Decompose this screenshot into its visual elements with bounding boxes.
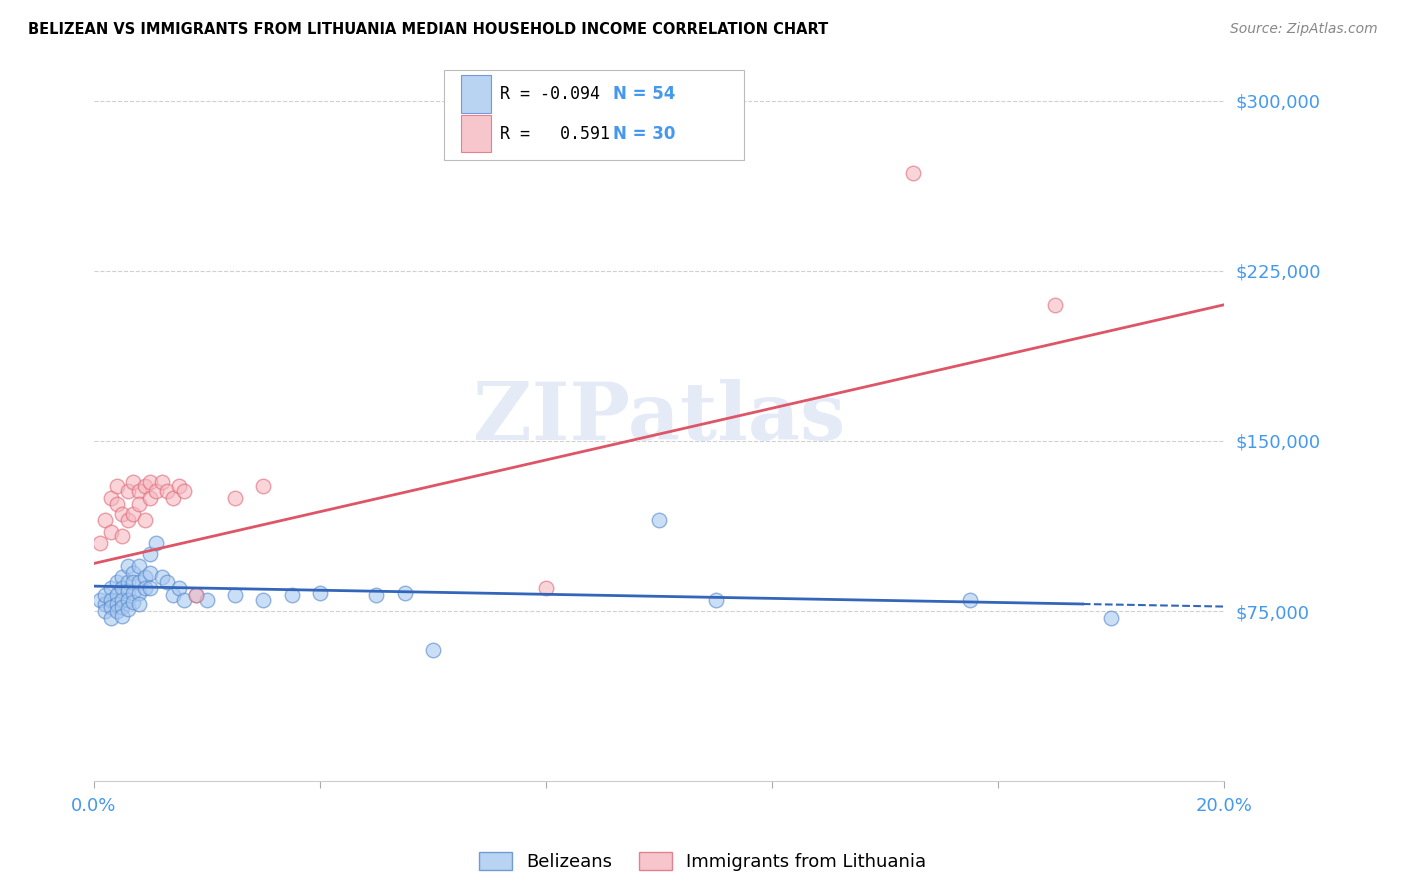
Point — [173, 483, 195, 498]
FancyBboxPatch shape — [461, 115, 491, 153]
Point — [162, 588, 184, 602]
Point — [111, 582, 134, 596]
Point — [134, 479, 156, 493]
Point — [105, 604, 128, 618]
Legend: Belizeans, Immigrants from Lithuania: Belizeans, Immigrants from Lithuania — [472, 845, 934, 879]
Point — [100, 524, 122, 539]
Point — [139, 475, 162, 489]
Point — [117, 602, 139, 616]
Point — [1043, 298, 1066, 312]
Point — [128, 574, 150, 589]
Point — [139, 491, 162, 505]
Point — [117, 513, 139, 527]
Text: Source: ZipAtlas.com: Source: ZipAtlas.com — [1230, 22, 1378, 37]
Point — [94, 513, 117, 527]
Point — [195, 592, 218, 607]
Point — [100, 582, 122, 596]
Point — [184, 588, 207, 602]
Point — [111, 570, 134, 584]
Point — [128, 597, 150, 611]
FancyBboxPatch shape — [444, 70, 744, 161]
Point — [145, 483, 167, 498]
Point — [111, 608, 134, 623]
Point — [100, 592, 122, 607]
Point — [903, 166, 925, 180]
Point — [122, 475, 145, 489]
Point — [111, 592, 134, 607]
Point — [224, 491, 246, 505]
Point — [184, 588, 207, 602]
Text: BELIZEAN VS IMMIGRANTS FROM LITHUANIA MEDIAN HOUSEHOLD INCOME CORRELATION CHART: BELIZEAN VS IMMIGRANTS FROM LITHUANIA ME… — [28, 22, 828, 37]
Point — [139, 547, 162, 561]
Point — [162, 491, 184, 505]
Point — [1099, 611, 1122, 625]
FancyBboxPatch shape — [461, 75, 491, 112]
Point — [122, 574, 145, 589]
Point — [89, 592, 111, 607]
Point — [117, 592, 139, 607]
Point — [89, 536, 111, 550]
Point — [167, 582, 190, 596]
Point — [111, 529, 134, 543]
Point — [648, 513, 671, 527]
Point — [145, 536, 167, 550]
Point — [100, 611, 122, 625]
Point — [167, 479, 190, 493]
Text: N = 54: N = 54 — [613, 85, 675, 103]
Text: R =   0.591: R = 0.591 — [499, 125, 610, 143]
Point — [122, 507, 145, 521]
Point — [105, 597, 128, 611]
Point — [139, 582, 162, 596]
Text: R = -0.094: R = -0.094 — [499, 85, 599, 103]
Point — [117, 583, 139, 598]
Point — [105, 498, 128, 512]
Point — [704, 592, 727, 607]
Point — [105, 588, 128, 602]
Point — [394, 586, 416, 600]
Point — [959, 592, 981, 607]
Point — [122, 566, 145, 580]
Point — [173, 592, 195, 607]
Point — [156, 574, 179, 589]
Point — [150, 570, 173, 584]
Point — [422, 642, 444, 657]
Point — [309, 586, 332, 600]
Point — [252, 479, 274, 493]
Point — [105, 479, 128, 493]
Point — [94, 597, 117, 611]
Point — [94, 588, 117, 602]
Point — [128, 558, 150, 573]
Point — [94, 604, 117, 618]
Point — [534, 582, 557, 596]
Point — [100, 599, 122, 614]
Point — [280, 588, 302, 602]
Point — [134, 570, 156, 584]
Point — [111, 599, 134, 614]
Point — [128, 498, 150, 512]
Point — [105, 574, 128, 589]
Point — [366, 588, 388, 602]
Point — [134, 513, 156, 527]
Point — [139, 566, 162, 580]
Point — [111, 507, 134, 521]
Point — [122, 586, 145, 600]
Point — [128, 586, 150, 600]
Point — [252, 592, 274, 607]
Point — [150, 475, 173, 489]
Text: ZIPatlas: ZIPatlas — [472, 379, 845, 458]
Point — [224, 588, 246, 602]
Point — [134, 582, 156, 596]
Point — [128, 483, 150, 498]
Point — [117, 558, 139, 573]
Point — [117, 574, 139, 589]
Point — [156, 483, 179, 498]
Point — [100, 491, 122, 505]
Text: N = 30: N = 30 — [613, 125, 675, 143]
Point — [122, 595, 145, 609]
Point — [117, 483, 139, 498]
